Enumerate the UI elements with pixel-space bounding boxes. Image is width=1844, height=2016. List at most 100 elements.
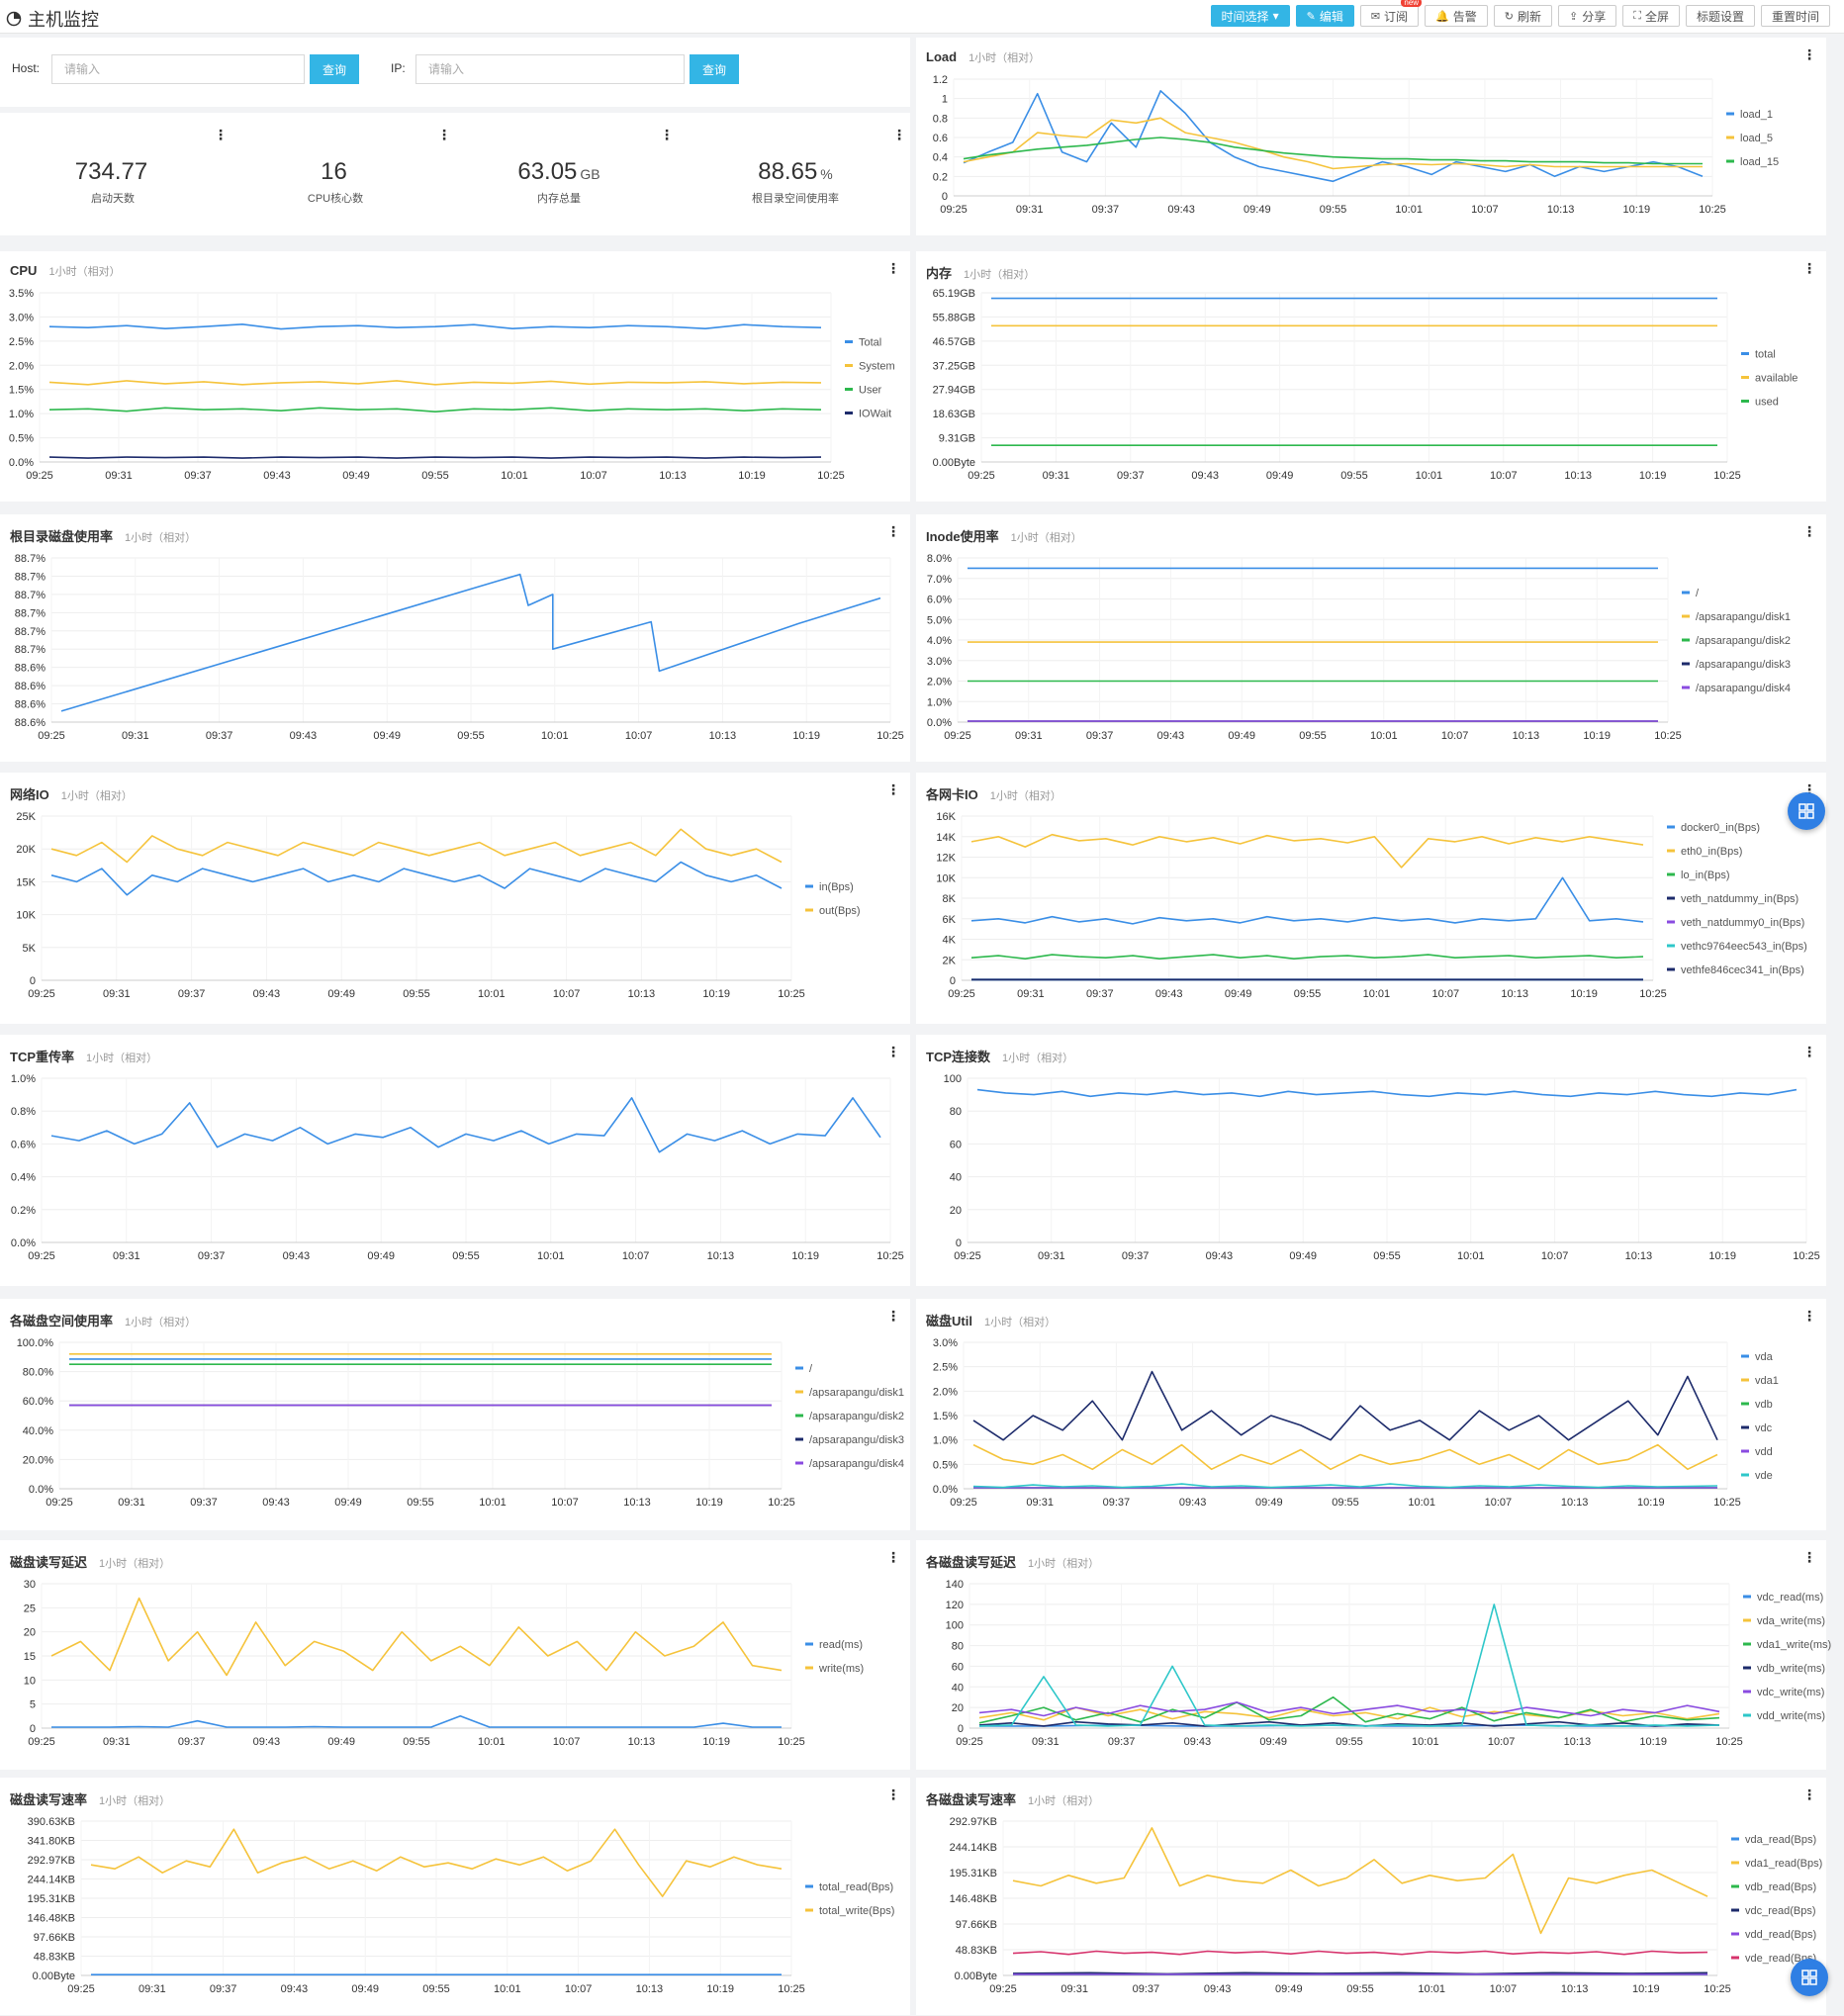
- chart-card-tcpretrans: TCP重传率 1小时（相对） ⋮ 0.0% 0.2% 0.4% 0.6% 0.8% 1.0% 09…: [0, 1035, 910, 1286]
- toolbar-button-7[interactable]: 标题设置: [1685, 5, 1755, 27]
- more-icon[interactable]: ⋮: [886, 1308, 900, 1324]
- x-tick-label: 10:13: [709, 730, 737, 742]
- x-tick-label: 09:37: [1103, 1497, 1131, 1509]
- y-tick-label: 8.0%: [927, 553, 952, 565]
- chart-card-netio: 网络IO 1小时（相对） ⋮ 0 5K 10K 15K 20K 25K 09:25 09:31 09:…: [0, 773, 910, 1024]
- x-tick-label: 09:55: [452, 1250, 480, 1262]
- x-tick-label: 10:07: [551, 1497, 579, 1509]
- y-tick-label: 1: [942, 94, 948, 106]
- more-icon[interactable]: ⋮: [1802, 1044, 1816, 1059]
- toolbar-button-8[interactable]: 重置时间: [1760, 5, 1830, 27]
- y-tick-label: 3.0%: [927, 656, 952, 668]
- more-icon[interactable]: ⋮: [660, 127, 674, 142]
- series-line-rate: [50, 1097, 881, 1153]
- chart-card-disklatency: 磁盘读写延迟 1小时（相对） ⋮ 0 5 10 15 20 25 30 09:25 09:31 09:3…: [0, 1540, 910, 1770]
- y-tick-label: 0.0%: [29, 1484, 53, 1496]
- y-tick-label: 0.4: [933, 152, 948, 164]
- y-tick-label: 88.7%: [15, 590, 46, 601]
- more-icon[interactable]: ⋮: [892, 127, 906, 142]
- edit-icon: ✎: [1306, 10, 1316, 23]
- chart-title-text: 网络IO: [10, 787, 49, 802]
- more-icon[interactable]: ⋮: [886, 1549, 900, 1565]
- toolbar-button-4[interactable]: ↻ 刷新: [1493, 5, 1553, 27]
- more-icon[interactable]: ⋮: [886, 1044, 900, 1059]
- y-tick-label: 0.0%: [933, 1484, 958, 1496]
- y-tick-label: 16K: [936, 811, 956, 823]
- toolbar-button-2[interactable]: ✉ 订阅 new: [1359, 0, 1423, 27]
- chart-card-inode: Inode使用率 1小时（相对） ⋮ 0.0% 1.0% 2.0% 3.0% 4.0% 5.0%…: [916, 514, 1826, 762]
- legend-label: vda1_write(ms): [1757, 1639, 1831, 1651]
- x-tick-label: 10:25: [1699, 204, 1726, 216]
- x-tick-label: 09:55: [1320, 204, 1347, 216]
- legend-label: out(Bps): [819, 905, 861, 917]
- x-tick-label: 09:25: [956, 1736, 983, 1748]
- stat-unit: %: [820, 166, 833, 182]
- stat-label: 内存总量: [537, 193, 581, 205]
- x-tick-label: 09:31: [113, 1250, 140, 1262]
- x-tick-label: 09:31: [1015, 730, 1043, 742]
- more-icon[interactable]: ⋮: [1802, 1549, 1816, 1565]
- series-line-IOWait: [48, 456, 822, 459]
- toolbar-button-3[interactable]: 🔔 告警: [1425, 5, 1488, 27]
- stat-root-usage: 88.65% 根目录空间使用率: [687, 158, 904, 206]
- toolbar-button-1[interactable]: ✎ 编辑: [1295, 5, 1354, 27]
- toolbar-button-0[interactable]: 时间选择 ▾: [1210, 5, 1290, 27]
- host-input[interactable]: [51, 54, 305, 84]
- x-tick-label: 09:25: [38, 730, 65, 742]
- legend-label: docker0_in(Bps): [1681, 822, 1760, 834]
- more-icon[interactable]: ⋮: [1802, 46, 1816, 62]
- search-panel: Host: 查询 IP: 查询: [0, 38, 910, 107]
- y-tick-label: 146.48KB: [950, 1893, 997, 1905]
- x-tick-label: 09:43: [1191, 470, 1219, 482]
- more-icon[interactable]: ⋮: [214, 127, 228, 142]
- more-icon[interactable]: ⋮: [886, 523, 900, 539]
- more-icon[interactable]: ⋮: [886, 260, 900, 276]
- y-tick-label: 1.0%: [933, 1435, 958, 1447]
- x-tick-label: 10:07: [580, 470, 607, 482]
- more-icon[interactable]: ⋮: [1802, 523, 1816, 539]
- legend-label: read(ms): [819, 1639, 863, 1651]
- x-tick-label: 09:55: [1346, 1983, 1374, 1995]
- chart-subtitle: 1小时（相对）: [968, 52, 1041, 64]
- y-tick-label: 0.8: [933, 113, 948, 125]
- more-icon[interactable]: ⋮: [886, 1787, 900, 1802]
- grid-menu-button[interactable]: [1791, 1959, 1828, 1996]
- more-icon[interactable]: ⋮: [1802, 1308, 1816, 1324]
- stat-label: 根目录空间使用率: [752, 193, 839, 205]
- more-icon[interactable]: ⋮: [437, 127, 451, 142]
- stat-value: 734.77: [74, 158, 148, 185]
- ip-input[interactable]: [415, 54, 685, 84]
- toolbar-button-5[interactable]: ⇪ 分享: [1558, 5, 1617, 27]
- more-icon[interactable]: ⋮: [1802, 260, 1816, 276]
- y-tick-label: 120: [946, 1600, 964, 1611]
- ip-query-button[interactable]: 查询: [690, 54, 739, 84]
- legend-label: load_5: [1740, 133, 1773, 144]
- y-tick-label: 80: [952, 1641, 964, 1653]
- x-tick-label: 10:25: [778, 1983, 805, 1995]
- series-line-in(Bps): [50, 861, 783, 896]
- grid-menu-button[interactable]: [1788, 792, 1825, 830]
- toolbar-button-6[interactable]: ⛶ 全屏: [1622, 5, 1680, 27]
- series-line-User: [48, 407, 822, 412]
- toolbar-button-label: 告警: [1452, 9, 1477, 24]
- chart-title: Load 1小时（相对）: [926, 49, 1040, 65]
- chart-title-text: Load: [926, 49, 958, 64]
- legend-label: vethc9764eec543_in(Bps): [1681, 941, 1807, 953]
- y-tick-label: 2.0%: [9, 360, 34, 372]
- more-icon[interactable]: ⋮: [1802, 1787, 1816, 1802]
- chart-svg: 0.00Byte 48.83KB 97.66KB 146.48KB 195.31KB 24…: [950, 1816, 1823, 1995]
- x-tick-label: 10:01: [1418, 1983, 1445, 1995]
- y-tick-label: 195.31KB: [950, 1868, 997, 1879]
- host-query-button[interactable]: 查询: [310, 54, 359, 84]
- stat-memory: 63.05 GB 内存总量: [450, 158, 668, 206]
- x-tick-label: 09:25: [28, 1250, 55, 1262]
- x-tick-label: 10:19: [792, 730, 820, 742]
- x-tick-label: 09:49: [327, 1736, 355, 1748]
- top-bar: 主机监控 时间选择 ▾ ✎ 编辑 ✉ 订阅 new 🔔 告警 ↻ 刷新 ⇪ 分享 ⛶ 全屏 标题设置 重置时间: [0, 0, 1844, 34]
- y-tick-label: 9.31GB: [939, 433, 975, 445]
- fullscreen-icon: ⛶: [1633, 9, 1641, 22]
- x-tick-label: 10:01: [1408, 1497, 1435, 1509]
- legend-label: available: [1755, 373, 1798, 385]
- x-tick-label: 09:37: [206, 730, 233, 742]
- more-icon[interactable]: ⋮: [886, 781, 900, 797]
